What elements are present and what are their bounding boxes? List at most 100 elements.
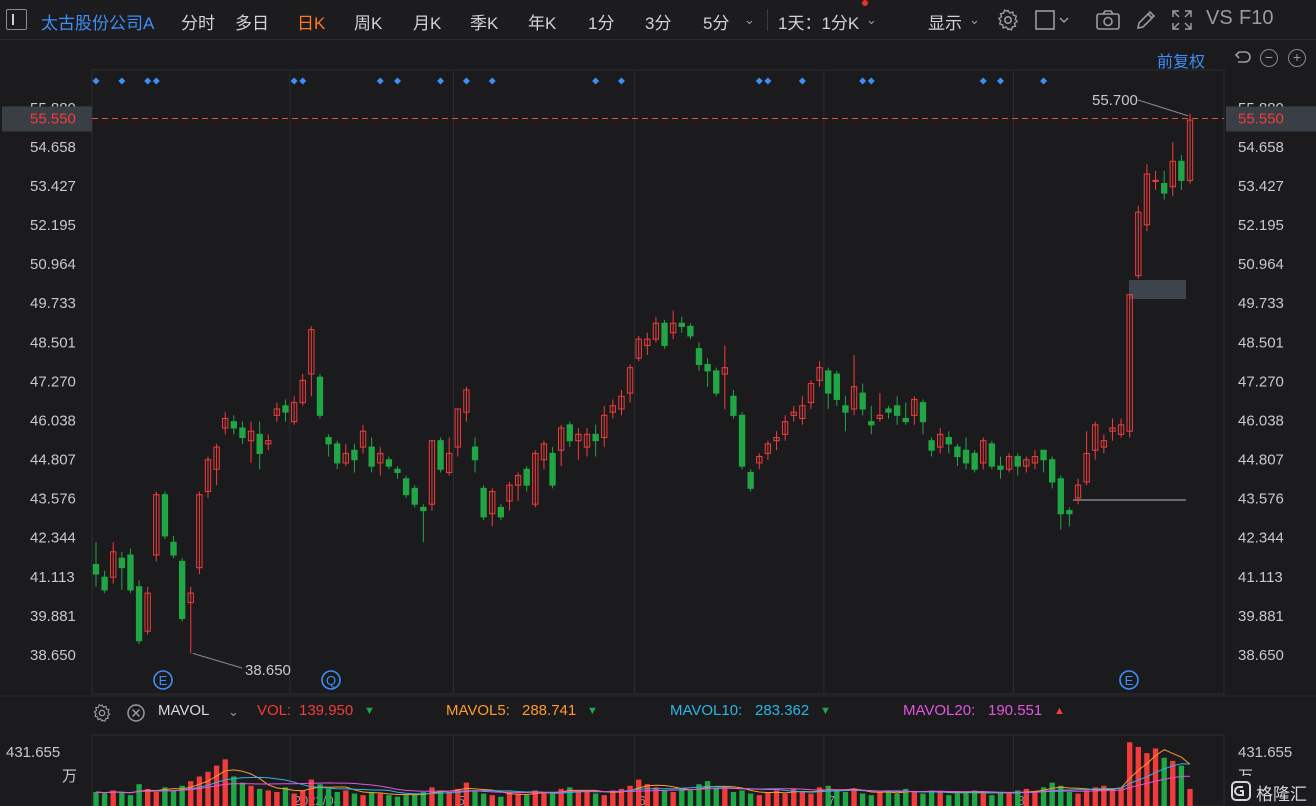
volume-bar: [446, 792, 452, 806]
tab-weekly-k[interactable]: 周K: [354, 14, 383, 33]
chevron-down-icon[interactable]: ⌄: [228, 704, 239, 719]
volume-bar: [196, 776, 203, 806]
candle: [980, 437, 987, 470]
candle: [540, 440, 548, 470]
tab-5min[interactable]: 5分: [703, 14, 730, 33]
volume-bar: [696, 784, 702, 806]
watermark-text: 格隆汇: [1256, 785, 1307, 804]
multi-day-select[interactable]: 1天：1分K: [778, 14, 860, 33]
f10-button[interactable]: F10: [1239, 7, 1274, 29]
display-menu[interactable]: 显示: [928, 14, 962, 33]
candle-body: [256, 433, 263, 454]
tab-intraday[interactable]: 分时: [181, 14, 215, 33]
volume-bar: [506, 792, 513, 806]
zoom-in-icon[interactable]: +: [1288, 49, 1306, 67]
candle-body: [411, 487, 418, 505]
low-label: 38.650: [245, 662, 291, 679]
price-tick-left: 43.576: [30, 491, 76, 508]
candle-body: [446, 452, 453, 473]
volume-bar: [300, 790, 306, 806]
candle-body: [825, 370, 832, 394]
volume-bar: [877, 792, 883, 806]
candle-body: [1126, 294, 1133, 432]
candle-body: [781, 421, 789, 435]
candle-body: [514, 475, 522, 486]
volume-bar: [1118, 787, 1124, 806]
candle-body: [1031, 456, 1039, 464]
layout-select-icon[interactable]: [1034, 8, 1070, 32]
volume-bar: [188, 781, 194, 806]
gap-zone: [1129, 280, 1186, 299]
candle: [756, 453, 763, 470]
volume-axis-left: 431.655: [6, 744, 60, 761]
adjust-mode-button[interactable]: 前复权: [1157, 54, 1206, 71]
candle-body: [954, 446, 961, 458]
tab-1min[interactable]: 1分: [588, 14, 615, 33]
volume-bar: [1135, 746, 1141, 806]
candle: [454, 408, 461, 457]
volume-indicator-row: MAVOL ⌄ VOL: 139.950 ▼ MAVOL5: 288.741 ▼…: [92, 696, 1224, 728]
candle-body: [1135, 211, 1142, 277]
volume-bar: [1075, 793, 1081, 806]
volume-bar: [532, 790, 538, 806]
volume-panel-frame: [91, 734, 1225, 806]
candle-body: [557, 427, 565, 451]
volume-bar: [937, 792, 943, 806]
stock-name[interactable]: 太古股份公司A: [41, 14, 155, 33]
candle-body: [178, 560, 186, 619]
fullscreen-icon[interactable]: [1170, 8, 1194, 32]
camera-icon[interactable]: [1095, 8, 1121, 32]
candle-body: [980, 440, 987, 464]
candle: [273, 402, 281, 422]
x-axis-label: 8: [1017, 793, 1024, 806]
candle: [1031, 450, 1039, 470]
gear-icon[interactable]: [92, 703, 112, 723]
volume-bar: [524, 795, 530, 806]
candle: [359, 424, 367, 454]
candle: [385, 456, 393, 470]
volume-bar: [1109, 788, 1116, 806]
compare-button[interactable]: VS: [1206, 7, 1233, 29]
volume-bar: [93, 792, 99, 806]
tab-3min[interactable]: 3分: [645, 14, 672, 33]
chevron-down-icon[interactable]: ⌄: [866, 12, 877, 27]
candle-body: [773, 437, 780, 442]
candle-body: [859, 392, 866, 410]
candle: [885, 405, 892, 419]
indicator-name[interactable]: MAVOL: [158, 702, 210, 719]
candle: [239, 421, 246, 444]
volume-bar: [859, 793, 866, 806]
price-tick-left: 47.270: [30, 373, 76, 390]
volume-bar: [1161, 757, 1167, 806]
volume-bar: [1127, 742, 1133, 806]
tab-daily-k[interactable]: 日K: [297, 14, 326, 33]
volume-bar: [205, 771, 211, 806]
current-price-right: 55.550: [1238, 110, 1284, 127]
zoom-out-icon[interactable]: −: [1260, 49, 1278, 67]
chevron-down-icon[interactable]: ⌄: [744, 12, 755, 27]
event-diamond-icon: [592, 77, 600, 85]
tab-yearly-k[interactable]: 年K: [528, 14, 557, 33]
tab-monthly-k[interactable]: 月K: [413, 14, 442, 33]
volume-bar: [265, 790, 271, 806]
candle-body: [342, 452, 349, 464]
volume-bar: [644, 784, 650, 806]
candle-body: [1117, 424, 1125, 435]
chevron-down-icon[interactable]: ⌄: [969, 12, 980, 27]
sidebar-toggle-icon[interactable]: [6, 9, 27, 30]
tab-quarterly-k[interactable]: 季K: [470, 14, 499, 33]
candle: [1040, 449, 1047, 473]
arrow-down-icon: ▼: [587, 705, 598, 717]
undo-icon[interactable]: [1233, 48, 1253, 68]
kline-chart[interactable]: 2022/04567855.88055.88054.65854.65853.42…: [0, 40, 1316, 806]
close-icon[interactable]: [126, 703, 146, 723]
gear-icon[interactable]: [996, 8, 1020, 32]
pencil-icon[interactable]: [1134, 8, 1158, 32]
volume-bar: [153, 792, 159, 806]
candle-body: [842, 405, 849, 413]
candle-body: [799, 405, 806, 419]
candle: [282, 399, 289, 422]
candle: [247, 421, 255, 463]
candle-body: [747, 471, 754, 489]
tab-multi-day[interactable]: 多日: [235, 14, 269, 33]
